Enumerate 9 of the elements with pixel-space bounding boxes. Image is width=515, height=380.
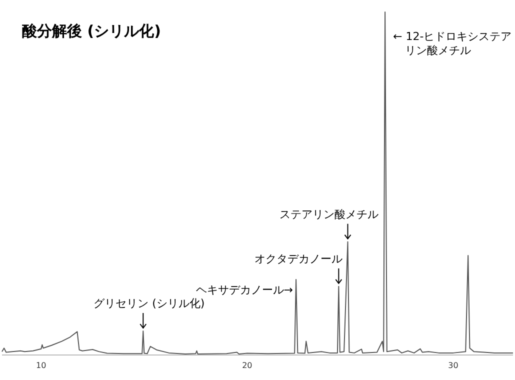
annotation: グリセリン (シリル化) [94,296,205,310]
x-tick-label: 10 [36,361,46,370]
text: 酸分解後 (シリル化) [22,22,161,40]
annotation: ← 12-ヒドロキシステアリン酸メチル [393,30,513,58]
x-tick-label: 30 [448,361,458,370]
x-tick-label: 20 [242,361,252,370]
annotation: オクタデカノール [254,252,343,266]
annotation: ステアリン酸メチル [280,208,379,221]
annotation: ヘキサデカノール→ [196,284,294,297]
